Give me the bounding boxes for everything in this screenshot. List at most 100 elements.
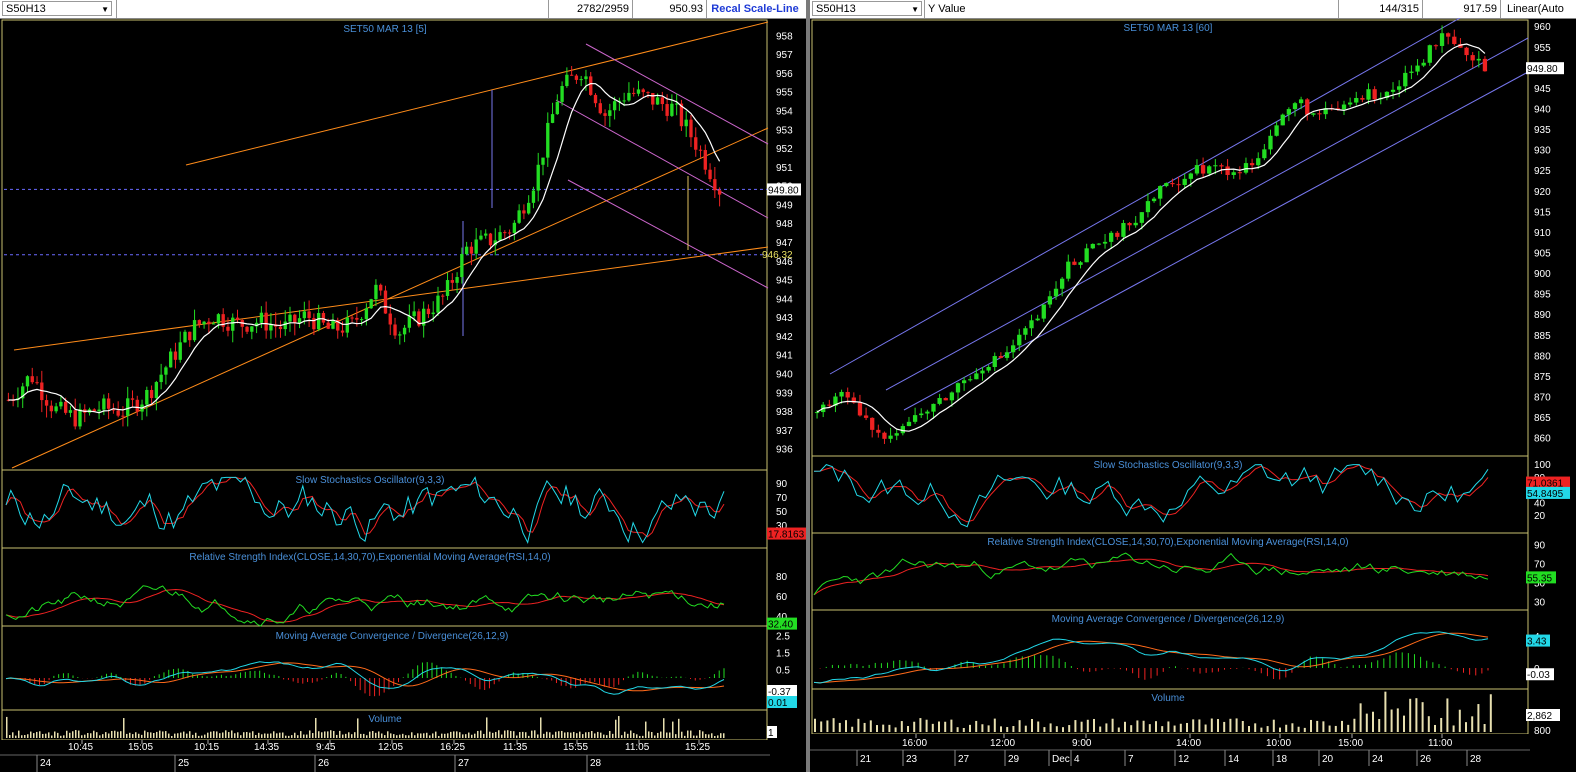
candle bbox=[851, 397, 856, 403]
right-volume-bar bbox=[1291, 723, 1294, 732]
left-volume-bar bbox=[438, 735, 440, 738]
left-main-title: SET50 MAR 13 [5] bbox=[343, 24, 427, 35]
left-volume-bar bbox=[234, 733, 236, 738]
left-stoch-tick-label: 90 bbox=[776, 479, 788, 490]
chevron-down-icon[interactable]: ▼ bbox=[911, 5, 919, 14]
right-volume-bar bbox=[826, 720, 829, 732]
candle bbox=[441, 295, 445, 297]
candle bbox=[670, 103, 674, 116]
right-counter: 144/315 bbox=[1338, 0, 1422, 18]
left-volume-bar bbox=[687, 730, 689, 738]
left-volume-bar bbox=[60, 735, 62, 738]
right-stoch-d-line bbox=[813, 464, 1489, 523]
left-scale-mode-button[interactable]: Recal Scale-Line bbox=[706, 0, 806, 18]
right-volume-bar bbox=[1328, 725, 1331, 732]
left-price-tick-label: 949 bbox=[776, 200, 793, 211]
left-rsi-value-tag-bg bbox=[767, 617, 797, 630]
left-volume-bar bbox=[360, 733, 362, 738]
candle bbox=[192, 320, 197, 341]
right-volume-bar bbox=[1148, 724, 1151, 732]
left-volume-bar bbox=[198, 735, 200, 738]
left-volume-bar bbox=[723, 733, 725, 738]
left-volume-bar bbox=[147, 732, 149, 738]
left-volume-bar bbox=[213, 731, 215, 738]
pane-divider[interactable] bbox=[806, 0, 810, 772]
left-volume-bar bbox=[567, 732, 569, 738]
candle bbox=[827, 404, 832, 406]
candle bbox=[340, 330, 345, 333]
candle bbox=[698, 149, 703, 151]
left-volume-bar bbox=[15, 735, 17, 738]
left-volume-bar bbox=[339, 730, 341, 738]
right-price-tick-label: 940 bbox=[1534, 105, 1551, 116]
left-time-label: 14:35 bbox=[254, 742, 279, 753]
right-volume-bar bbox=[1310, 719, 1312, 732]
left-chart-pane[interactable]: S50H13 ▼ 2782/2959 950.93 Recal Scale-Lin… bbox=[0, 0, 808, 772]
right-date-label: 4 bbox=[1074, 754, 1080, 765]
left-volume-tag-bg bbox=[767, 726, 777, 738]
candle bbox=[1360, 97, 1365, 100]
left-volume-bar bbox=[42, 733, 44, 738]
right-price-tick-label: 870 bbox=[1534, 393, 1551, 404]
candle bbox=[450, 280, 454, 283]
candle bbox=[1421, 62, 1426, 66]
left-volume-bar bbox=[345, 733, 347, 738]
candle bbox=[1194, 165, 1200, 174]
candle bbox=[1366, 89, 1371, 100]
candle bbox=[717, 190, 722, 195]
right-scale-mode-button[interactable]: Linear(Auto bbox=[1500, 0, 1576, 18]
candle bbox=[1084, 248, 1089, 263]
left-volume-bar bbox=[69, 732, 71, 738]
left-volume-bar bbox=[396, 735, 398, 738]
left-volume-bar bbox=[75, 730, 77, 738]
right-macd-title: Moving Average Convergence / Divergence(… bbox=[1052, 614, 1285, 625]
candle bbox=[1041, 304, 1046, 319]
right-volume-bar bbox=[1421, 702, 1424, 732]
left-volume-bar bbox=[372, 731, 374, 738]
candle bbox=[312, 318, 316, 330]
left-chart-canvas[interactable]: SET50 MAR 13 [5] Slow Stochastics Oscill… bbox=[0, 18, 808, 772]
candle bbox=[221, 314, 225, 327]
left-channel-lower-line bbox=[11, 127, 769, 469]
left-price: 950.93 bbox=[632, 0, 706, 18]
left-volume-bar bbox=[585, 732, 587, 738]
left-volume-bar bbox=[150, 732, 152, 738]
right-volume-bar bbox=[913, 721, 916, 732]
candle bbox=[111, 408, 116, 411]
right-channel-middle-line bbox=[885, 37, 1529, 391]
left-volume-bar bbox=[333, 730, 335, 738]
right-chart-pane[interactable]: S50H13 ▼ Y Value 144/315 917.59 Linear(Au… bbox=[810, 0, 1576, 772]
candle bbox=[1298, 99, 1304, 104]
right-yvalue-label: Y Value bbox=[924, 0, 1338, 18]
candle bbox=[1231, 172, 1236, 175]
left-volume-bar bbox=[315, 717, 317, 738]
left-symbol-select[interactable]: S50H13 ▼ bbox=[2, 1, 112, 16]
left-volume-bar bbox=[675, 734, 677, 738]
right-chart-canvas[interactable]: SET50 MAR 13 [60] Slow Stochastics Oscil… bbox=[810, 18, 1576, 772]
left-volume-bar bbox=[594, 733, 596, 738]
candle bbox=[980, 370, 985, 374]
candle bbox=[527, 202, 531, 214]
right-volume-bar bbox=[1179, 723, 1182, 732]
right-price-tick-label: 910 bbox=[1534, 228, 1551, 239]
right-rsi-tick-label: 90 bbox=[1534, 541, 1546, 552]
left-volume-bar bbox=[27, 734, 29, 738]
left-volume-bar bbox=[243, 732, 245, 738]
left-volume-bar bbox=[525, 732, 527, 738]
right-symbol-select[interactable]: S50H13 ▼ bbox=[812, 1, 922, 16]
chevron-down-icon[interactable]: ▼ bbox=[101, 5, 109, 14]
right-channel-lower-line bbox=[903, 71, 1529, 411]
left-price-tick-label: 937 bbox=[776, 426, 793, 437]
candle bbox=[460, 254, 464, 278]
candle bbox=[63, 401, 68, 413]
candle bbox=[555, 101, 559, 115]
left-last-price-tag: 949.80 bbox=[768, 185, 799, 196]
candle bbox=[369, 299, 373, 309]
candle bbox=[1213, 165, 1218, 167]
right-macd-line bbox=[813, 631, 1489, 684]
left-volume-bar bbox=[666, 732, 668, 738]
right-volume-bar bbox=[938, 721, 940, 732]
left-volume-bar bbox=[324, 731, 326, 738]
candle bbox=[503, 232, 507, 234]
left-volume-bar bbox=[627, 733, 629, 738]
